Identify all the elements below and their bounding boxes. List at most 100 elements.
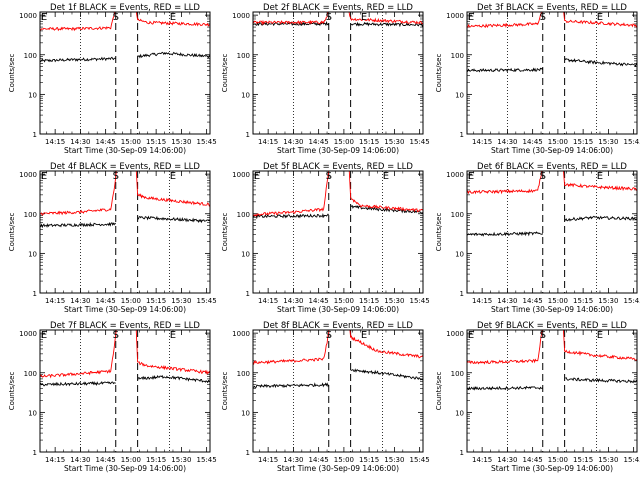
x-tick-label: 15:45 — [410, 138, 430, 146]
y-tick-label: 1 — [33, 290, 37, 298]
chart-panel: Det 7f BLACK = Events, RED = LLD Counts/s… — [8, 321, 217, 473]
y-axis-label: Counts/sec — [221, 372, 229, 411]
black-events-curve — [40, 221, 117, 229]
x-tick-label: 15:00 — [334, 138, 354, 146]
series-layer — [40, 12, 210, 63]
y-tick-label: 100 — [237, 211, 250, 219]
plot-frame — [252, 170, 424, 294]
x-tick-label: 15:45 — [624, 456, 640, 464]
black-events-curve — [564, 377, 637, 384]
plot-frame — [466, 329, 638, 453]
x-tick-label: 14:15 — [258, 456, 278, 464]
series-layer — [467, 171, 637, 237]
y-tick-label: 100 — [451, 211, 464, 219]
chart-title: Det 5f BLACK = Events, RED = LLD — [263, 162, 413, 172]
y-tick-label: 1000 — [19, 330, 37, 338]
red-lld-curve — [467, 12, 543, 29]
start-marker: S — [113, 12, 119, 23]
x-axis-label: Start Time (30-Sep-09 14:06:00) — [64, 464, 186, 473]
y-tick-label: 1000 — [19, 171, 37, 179]
plot-frame — [252, 329, 424, 453]
chart-title: Det 1f BLACK = Events, RED = LLD — [50, 3, 200, 13]
red-lld-curve — [40, 12, 116, 32]
y-tick-label: 1 — [246, 290, 250, 298]
black-events-curve — [137, 374, 210, 384]
x-tick-label: 14:30 — [70, 456, 90, 464]
start-marker: S — [113, 330, 119, 341]
end-marker: E — [170, 12, 176, 23]
end-marker: E — [254, 171, 260, 182]
series-layer — [253, 330, 423, 389]
start-marker: S — [326, 171, 332, 182]
x-tick-label: 14:45 — [309, 138, 329, 146]
y-tick-label: 1 — [460, 290, 464, 298]
y-axis-label: Counts/sec — [221, 213, 229, 252]
x-tick-label: 15:15 — [146, 297, 166, 305]
end-marker: E — [597, 171, 603, 182]
chart-title: Det 8f BLACK = Events, RED = LLD — [263, 321, 413, 331]
x-tick-label: 15:45 — [197, 297, 217, 305]
end-marker: E — [597, 330, 603, 341]
end-marker: E — [383, 171, 389, 182]
x-tick-label: 14:30 — [497, 456, 517, 464]
black-events-curve — [564, 215, 637, 222]
x-tick-label: 15:45 — [197, 456, 217, 464]
y-tick-label: 100 — [451, 52, 464, 60]
y-tick-label: 10 — [455, 91, 464, 99]
black-events-curve — [40, 56, 116, 63]
end-marker: E — [41, 171, 47, 182]
start-marker: S — [540, 171, 546, 182]
red-lld-curve — [467, 330, 543, 365]
x-tick-label: 14:15 — [258, 138, 278, 146]
x-tick-label: 15:45 — [624, 138, 640, 146]
end-marker: E — [468, 12, 474, 23]
y-tick-label: 1000 — [446, 330, 464, 338]
series-layer — [40, 330, 210, 387]
x-tick-label: 14:15 — [45, 297, 65, 305]
x-tick-label: 14:15 — [472, 297, 492, 305]
y-axis-label: Counts/sec — [8, 54, 16, 93]
y-tick-label: 1000 — [446, 171, 464, 179]
chart-title: Det 3f BLACK = Events, RED = LLD — [477, 3, 627, 13]
x-tick-label: 14:45 — [96, 456, 116, 464]
x-tick-label: 15:00 — [121, 297, 141, 305]
black-events-curve — [467, 385, 544, 391]
black-events-curve — [350, 368, 423, 381]
x-tick-label: 15:30 — [598, 297, 618, 305]
y-axis-label: Counts/sec — [435, 372, 443, 411]
x-tick-label: 14:15 — [45, 456, 65, 464]
black-events-curve — [467, 67, 544, 73]
start-marker: S — [113, 171, 119, 182]
chart-title: Det 2f BLACK = Events, RED = LLD — [263, 3, 413, 13]
y-tick-label: 10 — [28, 250, 37, 258]
x-axis-label: Start Time (30-Sep-09 14:06:00) — [277, 305, 399, 314]
x-tick-label: 15:30 — [171, 297, 191, 305]
chart-title: Det 4f BLACK = Events, RED = LLD — [50, 162, 200, 172]
plot-frame — [39, 11, 211, 135]
y-tick-label: 10 — [455, 409, 464, 417]
x-axis-label: Start Time (30-Sep-09 14:06:00) — [277, 464, 399, 473]
red-lld-curve — [562, 330, 637, 361]
x-axis-label: Start Time (30-Sep-09 14:06:00) — [64, 146, 186, 155]
x-tick-label: 15:15 — [573, 297, 593, 305]
x-tick-label: 14:15 — [258, 297, 278, 305]
x-tick-label: 15:45 — [410, 297, 430, 305]
black-events-curve — [253, 382, 330, 389]
chart-panel: Det 1f BLACK = Events, RED = LLD Counts/s… — [8, 3, 217, 155]
x-tick-label: 15:15 — [359, 138, 379, 146]
y-tick-label: 100 — [24, 211, 37, 219]
chart-panel: Det 6f BLACK = Events, RED = LLD Counts/s… — [435, 162, 640, 314]
y-axis-label: Counts/sec — [435, 54, 443, 93]
end-marker: E — [41, 330, 47, 341]
x-tick-label: 14:45 — [309, 456, 329, 464]
chart-panel: Det 5f BLACK = Events, RED = LLD Counts/s… — [221, 162, 430, 314]
x-axis-label: Start Time (30-Sep-09 14:06:00) — [491, 464, 613, 473]
x-axis-label: Start Time (30-Sep-09 14:06:00) — [491, 305, 613, 314]
chart-panel: Det 8f BLACK = Events, RED = LLD Counts/s… — [221, 321, 430, 473]
y-tick-label: 1000 — [232, 330, 250, 338]
y-tick-label: 10 — [455, 250, 464, 258]
x-tick-label: 14:45 — [523, 138, 543, 146]
plot-frame — [466, 11, 638, 135]
x-axis-label: Start Time (30-Sep-09 14:06:00) — [491, 146, 613, 155]
y-axis-label: Counts/sec — [221, 54, 229, 93]
